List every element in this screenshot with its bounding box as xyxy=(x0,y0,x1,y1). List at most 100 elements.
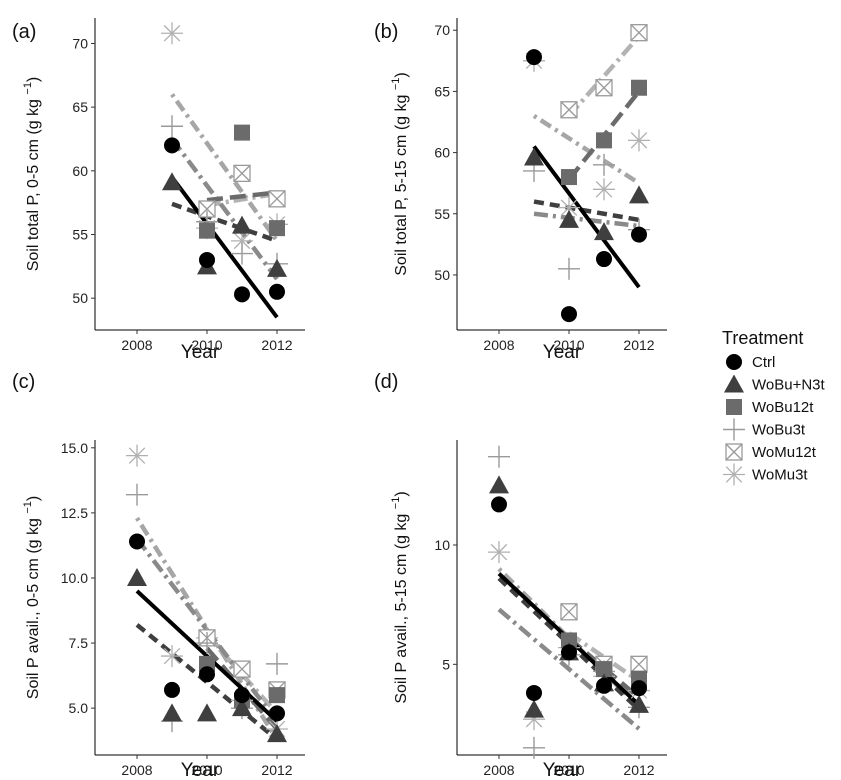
data-point-wobun3t xyxy=(127,567,147,586)
panel-label: (c) xyxy=(12,371,35,393)
legend-symbol-wobun3t xyxy=(724,374,744,393)
data-point-wobu12t xyxy=(561,632,577,649)
y-tick-label: 60 xyxy=(72,163,88,179)
x-tick-label: 2008 xyxy=(121,337,152,353)
data-point-wobun3t xyxy=(232,698,252,717)
data-point-wobu3t xyxy=(488,445,510,468)
y-tick-label: 60 xyxy=(434,145,450,161)
y-tick-label: 70 xyxy=(434,22,450,38)
legend-label: Ctrl xyxy=(752,354,775,371)
legend-label: WoBu+N3t xyxy=(752,377,826,394)
data-point-wobu3t xyxy=(523,736,545,759)
panel-label: (d) xyxy=(374,371,398,393)
data-point-wobu3t xyxy=(196,632,218,655)
data-point-wobun3t xyxy=(629,185,649,204)
data-point-womu12t xyxy=(630,24,648,42)
data-point-womu3t xyxy=(161,645,183,668)
data-point-womu3t xyxy=(161,22,183,45)
y-axis-title: Soil total P, 5-15 cm (g kg −1) xyxy=(390,72,410,275)
data-point-ctrl xyxy=(526,49,542,66)
data-point-wobu12t xyxy=(631,79,647,96)
data-point-ctrl xyxy=(631,680,647,697)
y-tick-label: 10 xyxy=(434,537,450,553)
data-point-wobun3t xyxy=(232,215,252,234)
data-point-womu12t xyxy=(560,603,578,621)
data-point-womu3t xyxy=(593,178,615,201)
y-tick-label: 55 xyxy=(72,226,88,242)
data-point-ctrl xyxy=(561,306,577,323)
data-point-womu12t xyxy=(198,200,216,218)
data-point-ctrl xyxy=(234,286,250,303)
fit-line-wobu3t xyxy=(170,137,279,281)
x-tick-label: 2012 xyxy=(261,762,292,778)
data-point-wobu3t xyxy=(231,242,253,265)
fit-line-womu12t xyxy=(567,34,641,118)
data-point-wobun3t xyxy=(197,703,217,722)
x-tick-label: 2008 xyxy=(483,762,514,778)
fit-line-wobu3t xyxy=(533,211,640,229)
data-point-wobun3t xyxy=(489,475,509,494)
data-point-wobu3t xyxy=(161,115,183,138)
y-axis-title: Soil P avail., 0-5 cm (g kg −1) xyxy=(22,496,42,699)
legend-label: WoMu3t xyxy=(752,467,808,484)
data-point-womu3t xyxy=(488,541,510,564)
fit-line-wobun3t xyxy=(171,201,278,243)
data-point-womu3t xyxy=(628,129,650,152)
legend-label: WoBu12t xyxy=(752,399,814,416)
x-tick-label: 2012 xyxy=(261,337,292,353)
data-point-ctrl xyxy=(199,666,215,683)
data-point-wobu3t xyxy=(593,153,615,176)
legend-title: Treatment xyxy=(722,328,803,348)
data-point-wobun3t xyxy=(594,222,614,241)
fit-line-wobu12t xyxy=(206,190,278,203)
x-tick-label: 2008 xyxy=(121,762,152,778)
legend-symbol-ctrl xyxy=(726,354,742,370)
y-tick-label: 50 xyxy=(72,290,88,306)
legend-label: WoBu3t xyxy=(752,422,806,439)
data-point-womu12t xyxy=(560,101,578,119)
y-tick-label: 65 xyxy=(72,99,88,115)
legend-symbol-wobu3t xyxy=(723,418,745,441)
y-tick-label: 5 xyxy=(442,656,450,672)
x-tick-label: 2008 xyxy=(483,337,514,353)
data-point-womu12t xyxy=(630,655,648,673)
data-point-womu12t xyxy=(233,660,251,678)
y-tick-label: 12.5 xyxy=(61,505,88,521)
x-tick-label: 2010 xyxy=(191,337,222,353)
data-point-womu3t xyxy=(126,444,148,467)
chart-panel: 50 55 60 65 70 2008 2010 2012 Year Soil total P, … xyxy=(374,18,667,363)
fit-line-ctrl xyxy=(170,175,279,319)
data-point-ctrl xyxy=(199,251,215,268)
fit-line-ctrl xyxy=(532,145,641,289)
y-axis-title: Soil total P, 0-5 cm (g kg −1) xyxy=(22,77,42,272)
data-point-womu12t xyxy=(233,164,251,183)
data-point-wobu12t xyxy=(269,220,285,237)
chart-panel: 50 55 60 65 70 2008 2010 2012 Year Soil total P, … xyxy=(12,18,305,363)
data-point-ctrl xyxy=(561,644,577,661)
x-tick-label: 2012 xyxy=(623,337,654,353)
data-point-ctrl xyxy=(164,137,180,154)
data-point-wobun3t xyxy=(524,699,544,718)
data-point-wobu3t xyxy=(126,483,148,506)
legend-symbol-womu3t xyxy=(723,463,745,486)
data-point-wobun3t xyxy=(267,724,287,743)
data-point-wobun3t xyxy=(267,258,287,277)
data-point-ctrl xyxy=(269,283,285,300)
legend: Treatment Ctrl WoBu+N3t WoBu12t WoBu3t WoMu12… xyxy=(722,328,826,486)
data-point-wobu12t xyxy=(596,661,612,678)
y-tick-label: 50 xyxy=(434,267,450,283)
data-point-wobu12t xyxy=(596,132,612,149)
y-tick-label: 55 xyxy=(434,206,450,222)
data-point-ctrl xyxy=(491,496,507,513)
x-axis-title: Year xyxy=(543,760,582,780)
data-point-ctrl xyxy=(269,705,285,722)
fit-line-womu12t xyxy=(205,633,279,715)
data-point-ctrl xyxy=(164,681,180,698)
chart-panel: 5.0 7.5 10.0 12.5 15.0 2008 2010 2012 Year Soil P… xyxy=(12,371,305,780)
data-point-wobu12t xyxy=(561,169,577,186)
data-point-ctrl xyxy=(596,251,612,268)
fit-line-womu3t xyxy=(532,113,641,186)
data-point-wobu12t xyxy=(269,687,285,704)
data-point-wobun3t xyxy=(162,703,182,722)
data-point-womu12t xyxy=(268,190,286,208)
